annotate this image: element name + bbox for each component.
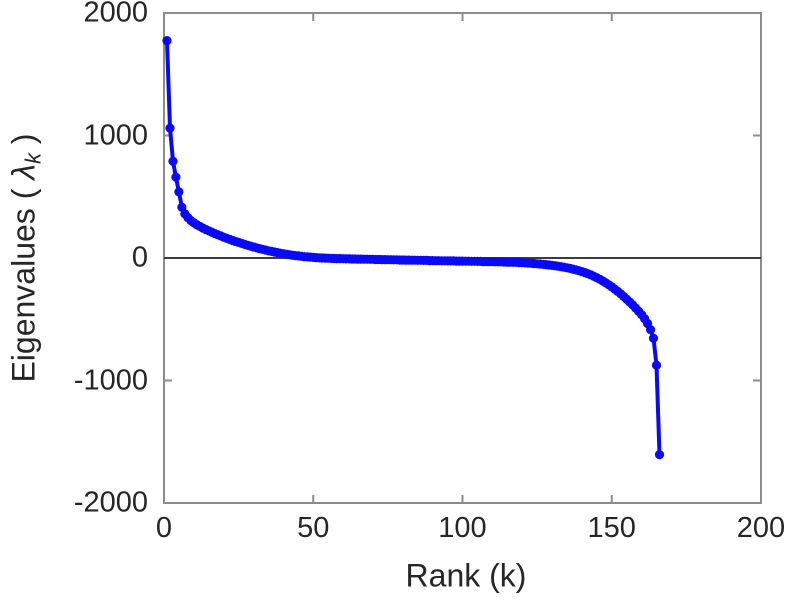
y-tick-label: 2000 — [83, 0, 148, 29]
data-point-marker — [648, 333, 659, 343]
data-point-marker — [654, 450, 665, 460]
lambda-symbol: λ — [5, 164, 42, 180]
lambda-subscript: k — [20, 153, 46, 165]
y-tick-label: 0 — [131, 241, 148, 274]
x-tick-label: 100 — [438, 512, 487, 544]
y-tick-label: -2000 — [73, 486, 148, 519]
y-tick-label: 1000 — [83, 119, 148, 151]
x-tick-label: 200 — [736, 512, 786, 544]
y-tick-label: -1000 — [73, 364, 148, 396]
data-point-marker — [651, 360, 662, 370]
data-point-marker — [174, 187, 184, 197]
data-point-marker — [165, 123, 175, 133]
x-tick-label: 150 — [587, 512, 636, 544]
data-point-marker — [646, 325, 656, 335]
x-tick-label: 50 — [297, 512, 330, 544]
x-axis-label: Rank (k) — [405, 557, 527, 594]
y-axis-label-close: ) — [5, 133, 42, 154]
y-axis-label: Eigenvalues ( λk ) — [6, 133, 47, 382]
data-point-marker — [168, 156, 178, 166]
x-tick-label: 0 — [155, 512, 173, 544]
y-axis-label-text: Eigenvalues ( — [5, 179, 42, 383]
data-point-marker — [162, 36, 172, 46]
data-point-marker — [171, 172, 181, 182]
